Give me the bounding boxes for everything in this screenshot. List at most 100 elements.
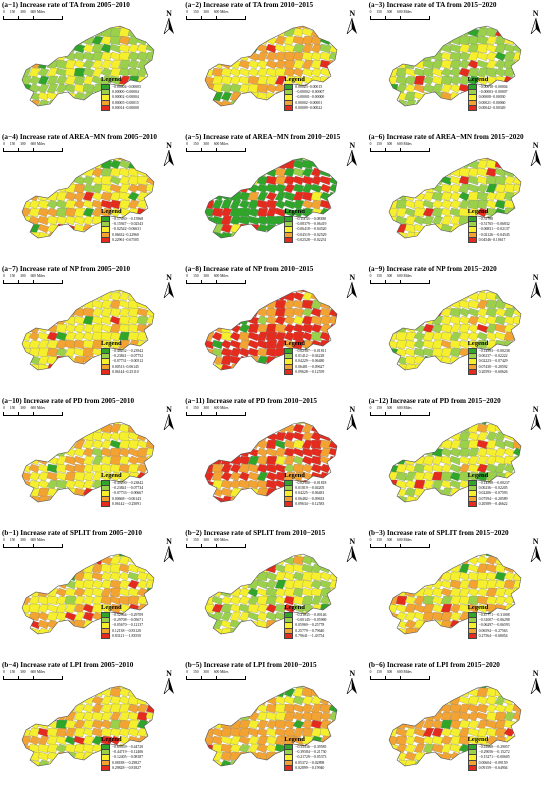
map-region: [55, 199, 68, 210]
map-region: [248, 291, 260, 302]
map-region: [275, 735, 287, 746]
scale-label: 300: [203, 142, 209, 146]
map-region: [467, 51, 479, 62]
map-region: [476, 735, 488, 746]
map-region: [248, 26, 260, 30]
map-region: [311, 175, 323, 186]
map-region: [388, 703, 398, 714]
map-region: [91, 686, 104, 690]
map-region: [221, 495, 233, 502]
map-region: [522, 556, 529, 565]
map-region: [82, 422, 95, 426]
map-region: [239, 43, 251, 54]
study-area-outline: [388, 553, 521, 635]
map-region: [440, 347, 452, 358]
map-region: [293, 183, 305, 194]
map-region: [449, 27, 461, 38]
map-region: [22, 347, 32, 358]
map-region: [221, 363, 233, 370]
map-region: [404, 51, 416, 62]
map-region: [22, 563, 23, 574]
panel-title: (b−1) Increase rate of SPLIT from 2005−2…: [2, 529, 142, 537]
map-region: [221, 703, 233, 714]
map-region: [395, 291, 407, 302]
map-region: [155, 588, 162, 597]
map-region: [388, 571, 398, 582]
legend-title: Legend: [284, 604, 305, 611]
map-region: [28, 299, 41, 310]
map-region: [388, 619, 398, 630]
map-region: [91, 563, 104, 574]
map-region: [395, 215, 407, 226]
map-region: [46, 299, 59, 310]
map-region: [46, 159, 59, 170]
legend-title: Legend: [284, 208, 305, 215]
map-region: [28, 183, 41, 194]
map-region: [155, 704, 162, 713]
map-region: [388, 26, 389, 30]
map-region: [311, 571, 323, 582]
map-region: [248, 331, 260, 342]
map-region: [22, 43, 23, 54]
map-region: [266, 108, 277, 112]
map-region: [46, 695, 59, 706]
north-label: N: [349, 669, 356, 678]
map-region: [320, 175, 332, 186]
map-region: [413, 555, 425, 566]
map-region: [248, 99, 260, 106]
map-region: [205, 611, 206, 622]
map-region: [205, 743, 206, 754]
map-region: [413, 554, 425, 558]
legend-item: −0.02528−−0.02231: [284, 237, 346, 244]
map-region: [55, 422, 68, 426]
map-region: [55, 307, 68, 318]
map-region: [22, 695, 23, 706]
map-region: [64, 347, 77, 358]
map-region: [74, 108, 85, 112]
map-region: [230, 686, 242, 690]
map-region: [46, 743, 59, 754]
map-region: [73, 323, 86, 334]
map-region: [64, 167, 77, 178]
map-region: [320, 439, 332, 450]
map-region: [494, 159, 506, 170]
scale-bar: 0 150 300 600 Miles: [186, 10, 264, 22]
map-region: [20, 504, 31, 508]
map-region: [22, 743, 23, 754]
map-region: [109, 571, 122, 582]
map-region: [155, 316, 162, 325]
map-region: [37, 43, 50, 54]
map-region: [476, 67, 488, 78]
map-region: [91, 587, 104, 598]
map-region: [405, 372, 416, 376]
map-region: [266, 158, 278, 162]
map-region: [293, 431, 305, 442]
map-region: [12, 636, 22, 640]
map-region: [431, 83, 443, 94]
map-region: [203, 372, 214, 376]
map-region: [257, 686, 269, 690]
map-region: [388, 587, 389, 598]
map-region: [395, 703, 407, 714]
map-region: [230, 636, 241, 640]
map-region: [395, 447, 407, 458]
map-region: [338, 580, 345, 589]
map-region: [485, 555, 497, 566]
map-region: [379, 108, 389, 112]
map-region: [91, 43, 104, 54]
map-region: [413, 26, 425, 30]
legend-swatch: [284, 237, 294, 244]
scale-bar: 0 150 300 600 Miles: [369, 538, 448, 550]
map-region: [212, 43, 224, 54]
map-region: [449, 579, 461, 590]
map-region: [22, 627, 23, 634]
map-region: [449, 463, 461, 474]
study-area-outline: [388, 157, 521, 239]
map-region: [275, 719, 287, 730]
map-region: [64, 231, 77, 238]
map-region: [388, 554, 398, 558]
north-label: N: [349, 141, 356, 150]
map-region: [248, 67, 260, 78]
study-area-outline: [21, 685, 155, 767]
map-region: [395, 431, 407, 442]
